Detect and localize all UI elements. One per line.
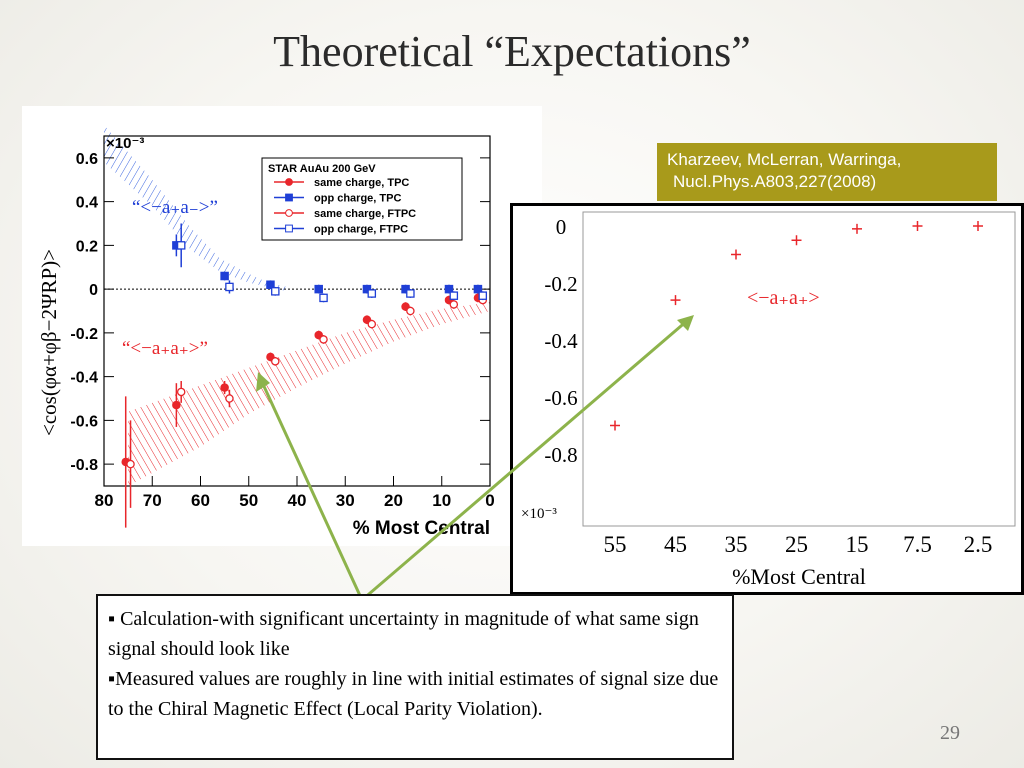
y-axis-label: <cos(φα+φβ−2ΨRP)> — [37, 249, 61, 436]
data-point-2 — [319, 335, 328, 344]
legend-title: STAR AuAu 200 GeV — [268, 163, 376, 175]
data-point-2 — [225, 394, 234, 403]
data-point-3 — [271, 287, 280, 296]
y-multiplier: ×10⁻³ — [106, 135, 144, 152]
legend: STAR AuAu 200 GeV same charge, TPC opp ch… — [261, 157, 463, 241]
data-point-3 — [319, 293, 328, 303]
theory-plot-panel: 0 -0.2 -0.4 -0.6 -0.8 55 45 35 25 15 7.5 2.5 ×10⁻³ … — [513, 206, 1021, 592]
theory-x-tick-label: 15 — [846, 532, 869, 557]
theory-plot-frame: 0 -0.2 -0.4 -0.6 -0.8 55 45 35 25 15 7.5 2.5 ×10⁻³ … — [510, 203, 1024, 595]
note-line-1: ▪ Calculation-with significant uncertain… — [108, 608, 699, 660]
star-plot: 0.6 0.4 0.2 0 -0.2 -0.4 -0.6 -0.8 80 70 60 50 40 30 20… — [37, 125, 495, 539]
x-tick-label: 10 — [432, 491, 451, 510]
theory-x-tick-label: 35 — [725, 532, 748, 557]
data-point-1 — [401, 284, 410, 294]
x-tick-label: 70 — [143, 491, 162, 510]
x-tick-label: 30 — [336, 491, 355, 510]
data-point-3 — [367, 289, 377, 298]
theory-y-tick-label: -0.8 — [544, 443, 577, 467]
data-point-2 — [449, 300, 459, 309]
data-point-3 — [449, 291, 459, 300]
x-axis-label: % Most Central — [353, 518, 490, 539]
x-tick-label: 50 — [239, 491, 258, 510]
annotation-opp: “<−a₊a₋>” — [132, 197, 218, 218]
legend-marker — [285, 193, 293, 202]
theory-x-tick-label: 2.5 — [964, 532, 993, 557]
y-tick-label: -0.4 — [70, 370, 98, 387]
theory-annotation: <−a₊a₊> — [747, 287, 820, 309]
theory-y-tick-label: -0.6 — [544, 386, 577, 410]
reference-line-2: Nucl.Phys.A803,227(2008) — [673, 172, 877, 191]
legend-marker — [285, 178, 293, 186]
data-point-3 — [406, 289, 415, 298]
data-point-1 — [473, 284, 483, 294]
legend-marker — [285, 224, 293, 233]
y-tick-label: -0.2 — [70, 326, 98, 343]
legend-entry: same charge, TPC — [314, 177, 409, 189]
reference-box: Kharzeev, McLerran, Warringa, Nucl.Phys.… — [657, 143, 997, 201]
y-tick-label: 0 — [89, 282, 98, 299]
theory-x-tick-label: 7.5 — [903, 532, 932, 557]
reference-line-1: Kharzeev, McLerran, Warringa, — [667, 150, 902, 169]
notes-box: ▪ Calculation-with significant uncertain… — [96, 594, 734, 760]
theory-plot: 0-0.2-0.4-0.6-0.855 45 35 25 15 7.5 2.5 ×10⁻³ … — [521, 211, 1016, 589]
y-tick-label: -0.8 — [70, 457, 98, 474]
y-tick-label: 0.4 — [76, 195, 98, 212]
data-point-1 — [444, 284, 454, 294]
x-tick-label: 80 — [95, 491, 114, 510]
x-tick-label: 60 — [191, 491, 210, 510]
page-number: 29 — [940, 722, 960, 744]
star-plot-panel: 0.6 0.4 0.2 0 -0.2 -0.4 -0.6 -0.8 80 70 60 50 40 30 20… — [22, 106, 542, 546]
y-tick-label: 0.2 — [76, 238, 98, 255]
legend-entry: same charge, FTPC — [314, 208, 416, 220]
data-point-2 — [126, 459, 135, 469]
theory-y-tick-label: 0 — [556, 215, 567, 239]
data-point-3 — [225, 282, 234, 292]
theory-x-tick-label: 45 — [664, 532, 687, 557]
theory-y-multiplier: ×10⁻³ — [521, 506, 557, 522]
data-point-2 — [176, 387, 186, 397]
y-tick-label: -0.6 — [70, 413, 98, 430]
theory-x-tick-label: 25 — [785, 532, 808, 557]
legend-entry: opp charge, TPC — [314, 193, 401, 205]
data-point-2 — [406, 306, 415, 316]
theory-x-tick-label: 55 — [604, 532, 627, 557]
theory-frame — [582, 211, 1016, 527]
y-tick-label: 0.6 — [76, 151, 98, 168]
data-point-0 — [220, 383, 229, 392]
data-point-1 — [220, 271, 229, 281]
legend-marker — [285, 209, 293, 217]
x-tick-label: 20 — [384, 491, 403, 510]
data-point-0 — [172, 400, 181, 410]
theory-x-axis-label: %Most Central — [732, 564, 866, 589]
slide-title: Theoretical “Expectations” — [273, 27, 751, 76]
annotation-same: “<−a₊a₊>” — [122, 338, 208, 359]
theory-y-tick-label: -0.4 — [544, 329, 578, 353]
note-line-2: ▪Measured values are roughly in line wit… — [108, 668, 719, 720]
x-tick-label: 0 — [485, 491, 494, 510]
legend-entry: opp charge, FTPC — [314, 224, 408, 236]
data-point-2 — [367, 319, 377, 329]
data-point-2 — [271, 357, 280, 366]
theory-y-tick-label: -0.2 — [544, 272, 577, 296]
data-point-3 — [176, 241, 186, 250]
data-point-1 — [314, 284, 323, 294]
data-point-3 — [478, 291, 488, 300]
x-tick-label: 40 — [288, 491, 307, 510]
data-point-1 — [266, 280, 275, 289]
data-point-1 — [362, 284, 372, 294]
